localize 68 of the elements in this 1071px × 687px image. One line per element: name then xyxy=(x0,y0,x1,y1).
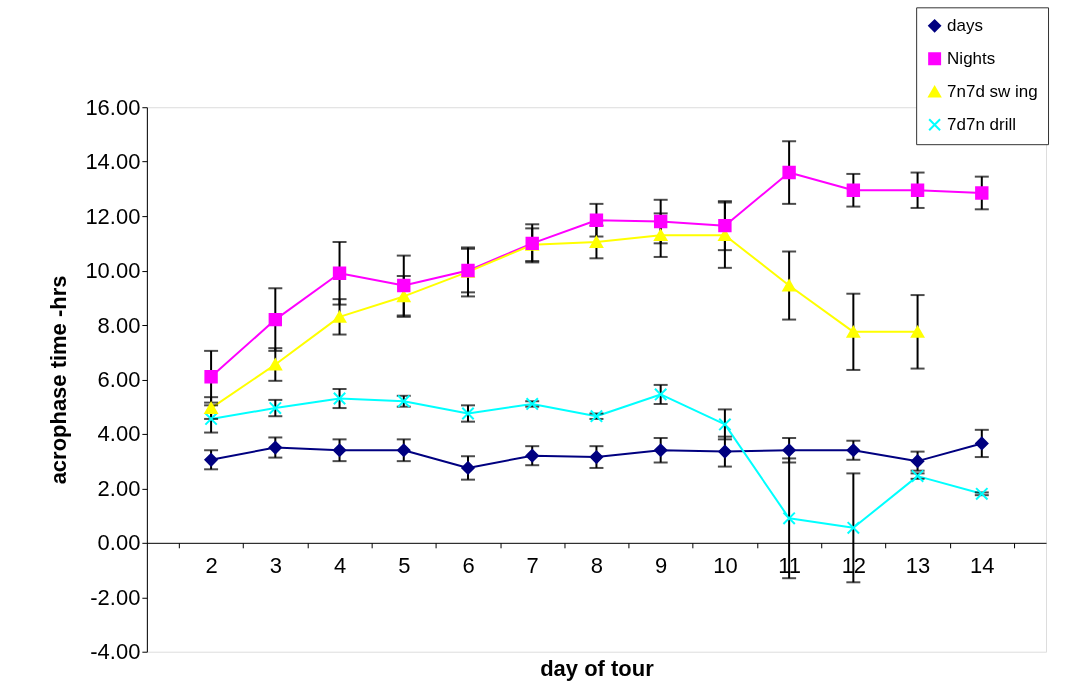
point xyxy=(332,310,347,323)
y-tick-label: 8.00 xyxy=(97,312,141,338)
x-tick-label: 6 xyxy=(462,553,475,579)
y-tick-label: 16.00 xyxy=(85,94,141,120)
x-axis-title: day of tour xyxy=(540,656,655,682)
legend-label: days xyxy=(947,15,983,35)
point xyxy=(846,183,861,197)
y-tick-label: 2.00 xyxy=(97,475,141,501)
y-tick-label: -4.00 xyxy=(90,639,141,665)
point xyxy=(846,521,861,535)
x-tick-label: 7 xyxy=(526,553,539,579)
x-tick-label: 4 xyxy=(333,553,347,579)
x-tick-label: 5 xyxy=(398,553,411,579)
x-tick-label: 2 xyxy=(205,553,218,579)
x-tick-label: 8 xyxy=(590,553,604,579)
point xyxy=(589,450,604,464)
x-tick-label: 10 xyxy=(713,553,738,579)
point xyxy=(718,444,732,459)
point xyxy=(268,440,283,455)
point xyxy=(397,290,411,303)
point xyxy=(782,443,796,457)
point xyxy=(718,417,732,432)
point xyxy=(397,278,411,293)
point xyxy=(461,461,475,475)
point xyxy=(910,454,925,468)
point xyxy=(653,229,668,242)
y-tick-label: 0.00 xyxy=(97,530,141,556)
point xyxy=(653,387,668,402)
y-tick-label: 12.00 xyxy=(85,203,141,229)
point xyxy=(204,370,218,384)
y-tick-label: -2.00 xyxy=(90,584,141,610)
legend-label: 7d7n drill xyxy=(947,114,1016,134)
point xyxy=(846,325,861,338)
point xyxy=(910,325,925,338)
point xyxy=(332,266,347,280)
point xyxy=(653,443,668,457)
y-tick-label: 14.00 xyxy=(85,149,141,175)
point xyxy=(332,443,347,457)
point xyxy=(782,165,796,180)
point xyxy=(653,214,668,229)
y-tick-label: 10.00 xyxy=(85,258,141,284)
legend-label: 7n7d sw ing xyxy=(947,81,1038,101)
x-tick-label: 3 xyxy=(269,553,282,579)
point xyxy=(846,443,861,457)
point xyxy=(782,511,796,526)
point xyxy=(782,279,796,292)
point xyxy=(332,391,347,406)
point xyxy=(525,449,539,463)
point xyxy=(397,443,411,457)
point xyxy=(268,312,283,327)
y-tick-label: 4.00 xyxy=(97,421,141,447)
point xyxy=(204,402,218,414)
legend-label: Nights xyxy=(947,48,996,68)
x-tick-label: 9 xyxy=(655,553,668,579)
point xyxy=(204,453,218,467)
y-axis-title: acrophase time -hrs xyxy=(46,275,72,485)
point xyxy=(589,213,604,227)
point xyxy=(204,412,218,426)
x-tick-label: 14 xyxy=(970,553,995,579)
point xyxy=(589,236,604,248)
point xyxy=(718,218,732,233)
point xyxy=(975,487,989,501)
point xyxy=(975,436,989,451)
y-tick-label: 6.00 xyxy=(97,366,141,392)
point xyxy=(975,186,989,200)
point xyxy=(268,358,283,371)
x-tick-label: 13 xyxy=(905,553,931,579)
point xyxy=(910,183,925,197)
